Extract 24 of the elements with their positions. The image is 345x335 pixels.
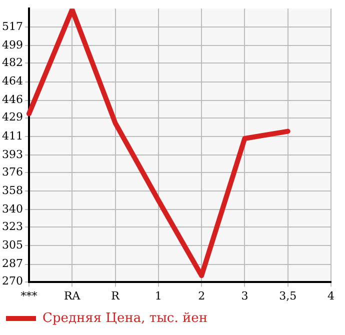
- y-tick-label: 517: [2, 20, 23, 34]
- x-tick-label: R: [111, 289, 120, 302]
- y-tick-label: 446: [2, 93, 23, 106]
- y-tick-label: 411: [2, 129, 23, 142]
- y-tick-label: 482: [2, 56, 23, 70]
- x-tick-label: 1: [154, 289, 162, 302]
- y-tick-label: 464: [2, 74, 23, 88]
- y-tick-label: 499: [2, 38, 23, 52]
- y-tick-label: 429: [2, 110, 23, 124]
- x-tick-label: RA: [64, 289, 82, 302]
- legend-label: Средняя Цена, тыс. йен: [42, 310, 208, 326]
- x-tick-label: 2: [198, 289, 206, 302]
- y-tick-label: 340: [2, 202, 23, 216]
- y-tick-label: 270: [2, 274, 23, 288]
- y-tick-label: 323: [2, 220, 23, 234]
- y-tick-label: 358: [2, 184, 23, 197]
- y-tick-label: 393: [2, 148, 23, 161]
- y-tick-label: 287: [2, 257, 23, 270]
- x-tick-label: 3,5: [279, 289, 297, 302]
- x-tick-label: 4: [328, 289, 334, 302]
- y-tick-label: 305: [2, 238, 23, 252]
- x-tick-label: 3: [241, 289, 248, 302]
- x-tick-label: ***: [20, 289, 38, 302]
- y-tick-label: 376: [2, 165, 23, 178]
